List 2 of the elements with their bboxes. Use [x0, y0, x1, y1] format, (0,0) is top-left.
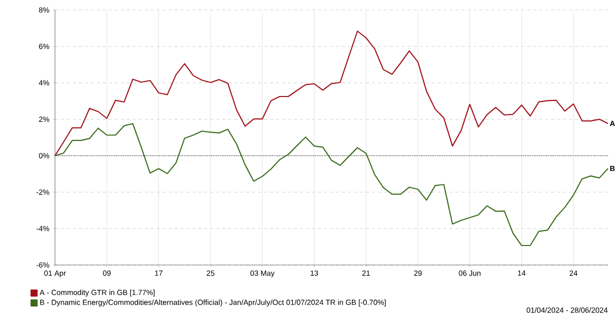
line-series	[54, 30, 609, 156]
line-series	[54, 123, 609, 246]
